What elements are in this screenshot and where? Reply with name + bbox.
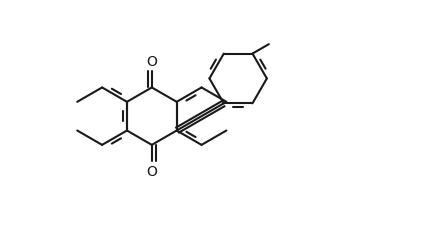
Text: O: O xyxy=(146,164,157,178)
Text: O: O xyxy=(146,55,157,69)
